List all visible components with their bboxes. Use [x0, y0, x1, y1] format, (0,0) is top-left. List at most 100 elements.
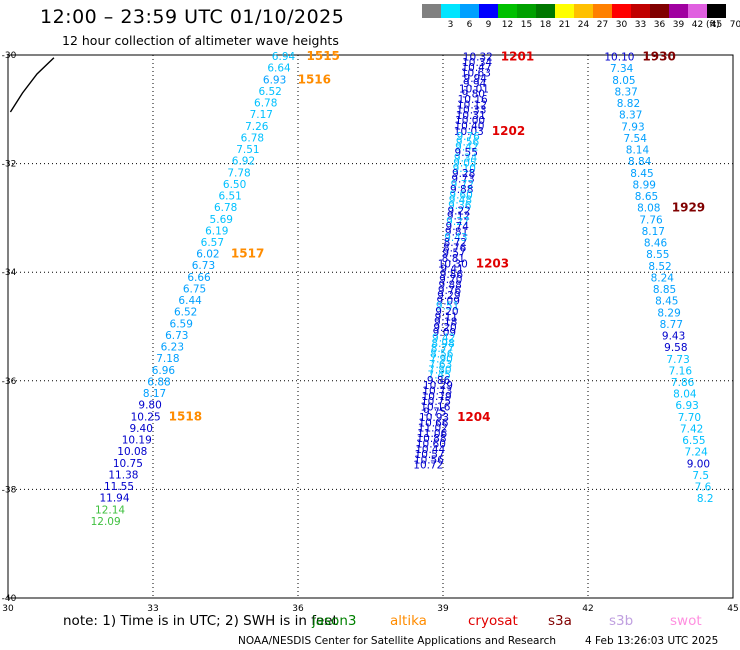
longitude-tick-label: 42: [582, 604, 593, 614]
wave-height-value: 10.73: [422, 386, 452, 398]
color-scale-label: 24: [577, 20, 590, 30]
wave-height-value: 7.26: [245, 121, 269, 133]
wave-height-value: 8.82: [617, 98, 640, 110]
wave-height-value: 9.70: [439, 274, 462, 286]
wave-height-value: 10.44: [415, 444, 445, 456]
wave-height-value: 9.51: [436, 301, 459, 313]
pass-time-label: 1516: [298, 72, 331, 86]
color-scale-label: 70: [729, 20, 740, 30]
wave-height-value: 7.73: [666, 354, 689, 366]
wave-height-value: 9.12: [447, 211, 470, 223]
wave-height-value: 9.57: [442, 248, 465, 260]
wave-height-value: 8.08: [637, 203, 660, 215]
wave-height-value: 10.79: [422, 391, 452, 403]
wave-height-value: 10.19: [122, 435, 152, 447]
wave-height-value: 8.84: [628, 156, 652, 168]
wave-height-value: 9.55: [455, 147, 478, 159]
wave-height-value: 10.75: [421, 396, 451, 408]
satellite-legend-altika: altika: [390, 613, 427, 629]
color-swatch-8: [574, 4, 593, 18]
color-scale-unit: (ft): [706, 20, 720, 30]
satellite-legend-jason3: jason3: [312, 613, 357, 629]
wave-height-value: 10.40: [454, 121, 484, 133]
wave-height-value: 8.77: [431, 343, 454, 355]
color-swatch-0: [422, 4, 441, 18]
wave-height-value: 10.33: [456, 105, 486, 117]
wave-height-value: 9.34: [454, 152, 478, 164]
wave-height-value: 10.75: [113, 458, 143, 470]
wave-height-value: 9.60: [449, 189, 472, 201]
longitude-tick-label: 30: [2, 604, 14, 614]
wave-height-value: 7.76: [639, 214, 663, 226]
wave-height-value: 9.80: [138, 400, 161, 412]
color-scale-label: 33: [634, 20, 647, 30]
wave-height-value: 6.96: [152, 365, 176, 377]
map-frame: [7, 54, 734, 599]
wave-height-value: 10.29: [423, 380, 453, 392]
wave-height-value: 11.38: [108, 469, 138, 481]
wave-height-value: 9.05: [453, 158, 476, 170]
wave-height-value: 7.45: [428, 370, 451, 382]
wave-height-value: 9.80: [462, 89, 485, 101]
wave-height-value: 8.81: [442, 253, 465, 265]
wave-height-value: 6.66: [187, 272, 211, 284]
color-swatch-7: [555, 4, 574, 18]
wave-height-value: 8.98: [431, 338, 454, 350]
color-swatch-13: [669, 4, 688, 18]
color-swatch-10: [612, 4, 631, 18]
pass-time-label: 1929: [672, 201, 705, 215]
latitude-tick-label: -40: [2, 594, 17, 604]
color-swatch-6: [536, 4, 555, 18]
color-swatch-14: [688, 4, 707, 18]
wave-height-value: 10.30: [438, 258, 468, 270]
wave-height-value: 7.54: [624, 133, 648, 145]
wave-height-value: 10.56: [414, 454, 444, 466]
page-title: 12:00 – 23:59 UTC 01/10/2025: [40, 6, 345, 28]
wave-height-value: 6.73: [165, 330, 188, 342]
wave-height-value: 8.05: [612, 75, 635, 87]
wave-height-value: 10.10: [604, 52, 634, 64]
wave-height-value: 9.88: [450, 184, 473, 196]
color-scale-bar: [422, 4, 726, 20]
wave-height-value: 7.63: [429, 359, 452, 371]
satellite-legend-cryosat: cryosat: [468, 613, 518, 629]
color-swatch-5: [517, 4, 536, 18]
wave-height-value: 10.31: [456, 110, 486, 122]
color-swatch-9: [593, 4, 612, 18]
wave-height-value: 9.18: [434, 317, 457, 329]
color-scale-label: 9: [485, 20, 492, 30]
wave-height-value: 6.78: [214, 202, 237, 214]
wave-height-value: 6.93: [263, 74, 286, 86]
wave-height-value: 9.48: [449, 195, 472, 207]
latitude-tick-label: -32: [2, 160, 17, 170]
pass-time-label: 1515: [307, 49, 340, 63]
wave-height-value: 10.57: [415, 449, 445, 461]
wave-height-value: 7.70: [678, 412, 701, 424]
wave-height-value: 10.63: [461, 68, 491, 80]
wave-height-value: 8.55: [646, 249, 669, 261]
wave-height-value: 6.50: [223, 179, 246, 191]
wave-height-value: 10.03: [454, 126, 484, 138]
wave-height-value: 7.17: [250, 109, 273, 121]
wave-height-value: 8.37: [619, 110, 642, 122]
wave-height-value: 9.86: [427, 375, 451, 387]
wave-height-value: 8.76: [443, 242, 467, 254]
wave-height-value: 8.65: [635, 191, 658, 203]
pass-time-label: 1518: [169, 409, 202, 423]
wave-height-value: 9.58: [664, 342, 687, 354]
wave-height-value: 9.00: [687, 458, 710, 470]
wave-height-value: 6.75: [183, 283, 206, 295]
wave-height-value: 10.08: [117, 446, 147, 458]
wave-height-value: 10.47: [461, 62, 491, 74]
color-swatch-2: [460, 4, 479, 18]
satellite-legend-swot: swot: [670, 613, 702, 629]
longitude-tick-label: 39: [437, 604, 449, 614]
latitude-tick-label: -34: [2, 268, 17, 278]
wave-height-value: 10.93: [419, 412, 449, 424]
color-scale-label: 27: [596, 20, 609, 30]
color-scale-label: 3: [447, 20, 454, 30]
generated-timestamp: 4 Feb 13:26:03 UTC 2025: [585, 635, 719, 647]
wave-height-value: 8.04: [673, 389, 697, 401]
wave-height-value: 6.59: [170, 318, 193, 330]
